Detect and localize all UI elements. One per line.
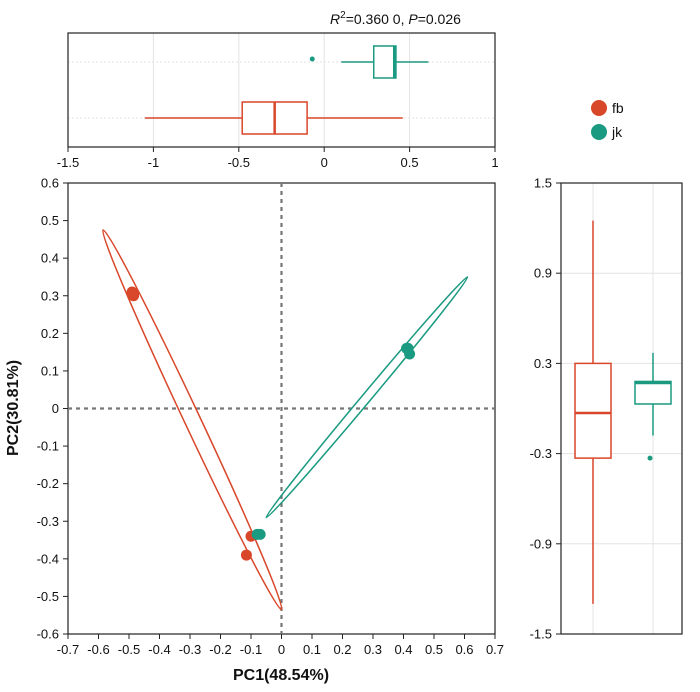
x-tick-label: 0.7 [486, 642, 504, 657]
legend: fb jk [591, 100, 624, 140]
top-tick-label: 0.5 [401, 155, 419, 170]
point-fb [240, 549, 252, 561]
x-tick-label: -0.3 [179, 642, 201, 657]
y-tick-label: 0 [52, 401, 59, 416]
right-tick-label: 0.3 [534, 356, 552, 371]
y-tick-label: -0.5 [37, 589, 59, 604]
ellipse-fb [102, 229, 283, 611]
legend-marker-fb [591, 100, 607, 116]
legend-label-jk: jk [611, 124, 623, 140]
x-axis-label: PC1(48.54%) [233, 667, 329, 684]
top-boxes [144, 45, 429, 135]
y-tick-label: 0.2 [41, 326, 59, 341]
x-tick-label: -0.1 [240, 642, 262, 657]
point-jk [404, 348, 416, 360]
x-tick-label: 0.6 [455, 642, 473, 657]
top-tick-label: 0 [321, 155, 328, 170]
main-scatter-panel: -0.7 -0.6 -0.5 -0.4 -0.3 -0.2 -0.1 0 0.1 0.2 0.3 0.… [5, 176, 504, 685]
x-tick-label: 0.1 [303, 642, 321, 657]
x-tick-label: -0.2 [209, 642, 231, 657]
right-tick-label: -0.9 [530, 536, 552, 551]
right-boxplot-panel: 1.5 0.9 0.3 -0.3 -0.9 -1.5 [530, 176, 683, 642]
right-tick-label: -1.5 [530, 627, 552, 642]
top-tick-label: -1 [148, 155, 160, 170]
legend-label-fb: fb [612, 100, 624, 116]
right-outlier-jk [647, 455, 653, 461]
stat-annotation: R2=0.360 0, P=0.026 [330, 10, 461, 27]
point-fb [128, 288, 140, 300]
y-tick-label: -0.6 [37, 627, 59, 642]
zero-reference-lines [68, 183, 495, 634]
right-tick-label: 1.5 [534, 176, 552, 191]
y-tick-label: 0.4 [41, 251, 59, 266]
x-tick-label: -0.4 [148, 642, 170, 657]
y-axis-ticks: -0.6 -0.5 -0.4 -0.3 -0.2 -0.1 0 0.1 0.2 0.3 0.4 0.5… [37, 176, 68, 642]
x-tick-label: -0.5 [118, 642, 140, 657]
top-axis-ticks: -1.5 -1 -0.5 0 0.5 1 [57, 147, 499, 170]
y-tick-label: -0.4 [37, 551, 59, 566]
right-axis-ticks: 1.5 0.9 0.3 -0.3 -0.9 -1.5 [530, 176, 561, 642]
y-tick-label: 0.3 [41, 288, 59, 303]
top-panel-frame [67, 32, 496, 148]
x-tick-label: 0.2 [333, 642, 351, 657]
right-panel-frame [560, 182, 683, 635]
top-boxplot-panel: -1.5 -1 -0.5 0 0.5 1 R2=0.360 0, P=0.026 [57, 10, 499, 170]
x-tick-label: 0.4 [394, 642, 412, 657]
right-boxes [574, 220, 672, 604]
confidence-ellipses [102, 229, 469, 611]
y-tick-label: 0.1 [41, 363, 59, 378]
y-tick-label: -0.3 [37, 514, 59, 529]
legend-marker-jk [591, 124, 607, 140]
top-tick-label: 1 [491, 155, 498, 170]
x-tick-label: 0.5 [425, 642, 443, 657]
y-tick-label: 0.5 [41, 213, 59, 228]
right-tick-label: -0.3 [530, 446, 552, 461]
y-axis-label: PC2(30.81%) [5, 360, 22, 456]
top-tick-label: -1.5 [57, 155, 79, 170]
y-tick-label: -0.1 [37, 439, 59, 454]
point-jk [254, 528, 266, 540]
x-axis-ticks: -0.7 -0.6 -0.5 -0.4 -0.3 -0.2 -0.1 0 0.1 0.2 0.3 0.… [57, 634, 504, 657]
right-box-jk [634, 380, 672, 405]
right-box-fb [574, 362, 612, 459]
x-tick-label: 0.3 [364, 642, 382, 657]
top-outlier-jk [309, 56, 315, 62]
y-tick-label: 0.6 [41, 176, 59, 191]
x-tick-label: 0 [278, 642, 285, 657]
sample-points [126, 286, 416, 561]
ellipse-jk [265, 276, 469, 519]
right-tick-label: 0.9 [534, 266, 552, 281]
x-tick-label: -0.6 [87, 642, 109, 657]
x-tick-label: -0.7 [57, 642, 79, 657]
y-tick-label: -0.2 [37, 476, 59, 491]
top-tick-label: -0.5 [228, 155, 250, 170]
top-box-jk [372, 45, 397, 79]
